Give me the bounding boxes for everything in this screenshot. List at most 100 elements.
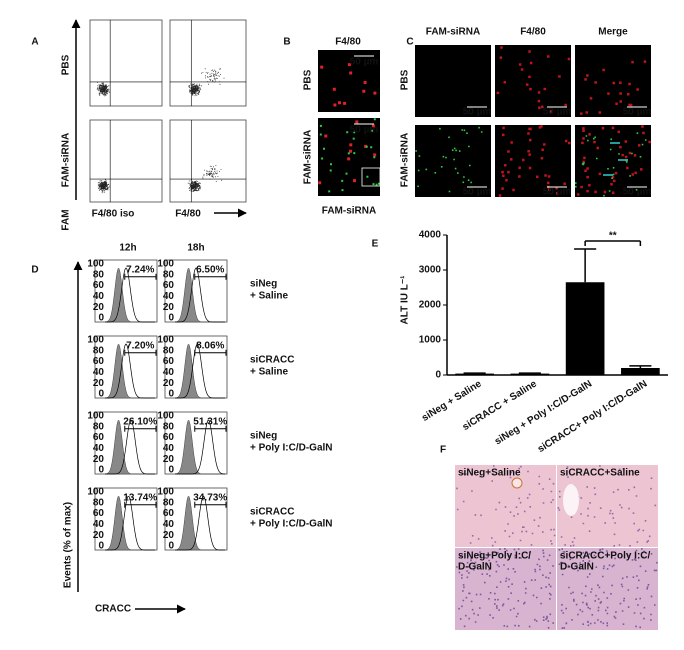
- hist-ytick: 20: [93, 454, 105, 465]
- error-bar: [574, 248, 597, 283]
- micrograph: [575, 45, 651, 117]
- panel-letter: C: [406, 37, 413, 48]
- error-bar: [463, 372, 486, 374]
- hist-ytick: 60: [163, 356, 175, 367]
- percent-label: 8.06%: [196, 340, 224, 351]
- percent-label: 7.20%: [126, 340, 154, 351]
- y-tick-label: 3000: [419, 265, 442, 276]
- flow-plot: [169, 119, 247, 203]
- bar: [455, 373, 494, 375]
- row-label: + Poly I:C/D-GalN: [250, 519, 333, 530]
- hist-ytick: 0: [168, 465, 174, 476]
- hist-ytick: 60: [163, 432, 175, 443]
- label: FAM-siRNA: [322, 206, 376, 217]
- scale-label: 50 µm: [543, 187, 572, 198]
- dots: [577, 125, 651, 196]
- image-label: siNeg+Saline: [458, 468, 521, 479]
- scale-label: 50 µm: [623, 107, 652, 118]
- hist-ytick: 80: [163, 269, 175, 280]
- percent-label: 7.24%: [126, 264, 154, 275]
- hist-ytick: 0: [98, 541, 104, 552]
- dots: [456, 465, 556, 547]
- micrograph: [415, 45, 491, 117]
- flow-plot: [89, 19, 163, 107]
- histogram: [94, 259, 158, 323]
- flow-plot: [169, 19, 247, 107]
- scale-label: 50 µm: [463, 187, 492, 198]
- histogram: [94, 335, 158, 399]
- sample-curve: [175, 419, 226, 475]
- percent-label: 51.31%: [193, 416, 227, 427]
- hist-ytick: 100: [157, 259, 174, 270]
- sample-curve: [105, 267, 155, 323]
- significance: **: [609, 231, 617, 242]
- micrograph: [575, 125, 651, 197]
- sample-curve: [175, 495, 225, 551]
- histogram: [164, 259, 228, 323]
- micrograph: [318, 118, 380, 196]
- hist-ytick: 20: [93, 378, 105, 389]
- axis-label: ALT IU L⁻¹: [400, 275, 411, 325]
- hist-ytick: 100: [87, 411, 104, 422]
- panel-letter: D: [31, 265, 38, 276]
- error-bar: [629, 365, 652, 368]
- hist-ytick: 60: [163, 508, 175, 519]
- axis-label: Events (% of max): [63, 502, 74, 588]
- image-label: siCRACC+Poly I:C/: [560, 551, 651, 562]
- dots: [202, 165, 223, 182]
- hist-ytick: 60: [93, 508, 105, 519]
- micrograph: [415, 125, 491, 197]
- hist-ytick: 40: [163, 367, 175, 378]
- panel-letter: E: [372, 239, 379, 250]
- dots: [187, 179, 202, 192]
- scale-label: 50 µm: [350, 57, 379, 68]
- row-label: siNeg: [250, 279, 277, 290]
- dots: [456, 548, 554, 629]
- panel-letter: F: [440, 445, 446, 456]
- bar: [565, 282, 605, 375]
- control-curve: [174, 420, 225, 475]
- hist-ytick: 60: [93, 280, 105, 291]
- percent-label: 13.74%: [123, 492, 157, 503]
- hist-ytick: 0: [98, 313, 104, 324]
- image-label: D-GalN: [458, 562, 492, 573]
- hist-ytick: 80: [93, 421, 105, 432]
- scale-label: 50 µm: [543, 107, 572, 118]
- hist-ytick: 100: [157, 335, 174, 346]
- image-label: siCRACC+Saline: [560, 468, 640, 479]
- row-label: + Saline: [250, 367, 289, 378]
- hist-ytick: 0: [98, 465, 104, 476]
- y-tick-label: 1000: [419, 335, 442, 346]
- hist-ytick: 60: [163, 280, 175, 291]
- hist-ytick: 80: [93, 497, 105, 508]
- sample-curve: [105, 419, 155, 475]
- x-tick-label: siCRACC+ Poly I:C/D-GalN: [536, 378, 650, 455]
- hist-ytick: 80: [93, 345, 105, 356]
- inset: [361, 167, 381, 187]
- hist-ytick: 20: [163, 378, 175, 389]
- hist-ytick: 60: [93, 432, 105, 443]
- hist-ytick: 80: [163, 421, 175, 432]
- sample-curve: [175, 343, 225, 399]
- hist-ytick: 40: [93, 443, 105, 454]
- col-label: F4/80 iso: [92, 209, 135, 220]
- hist-ytick: 40: [163, 519, 175, 530]
- hist-ytick: 20: [93, 302, 105, 313]
- scale-label: 50 µm: [463, 107, 492, 118]
- hist-ytick: 0: [168, 313, 174, 324]
- hist-ytick: 100: [87, 335, 104, 346]
- hist-ytick: 20: [163, 454, 175, 465]
- scale-label: 50 µm: [350, 125, 379, 136]
- error-bar: [518, 372, 541, 374]
- percent-label: 26.10%: [123, 416, 157, 427]
- hist-ytick: 0: [168, 541, 174, 552]
- row-label: PBS: [303, 69, 314, 90]
- histology: [455, 548, 556, 630]
- row-label: siCRACC: [250, 507, 294, 518]
- col-title: FAM-siRNA: [426, 27, 480, 38]
- hist-ytick: 80: [163, 345, 175, 356]
- col-title: Merge: [598, 27, 628, 38]
- hist-ytick: 80: [163, 497, 175, 508]
- histogram: [94, 487, 158, 551]
- hist-ytick: 40: [163, 291, 175, 302]
